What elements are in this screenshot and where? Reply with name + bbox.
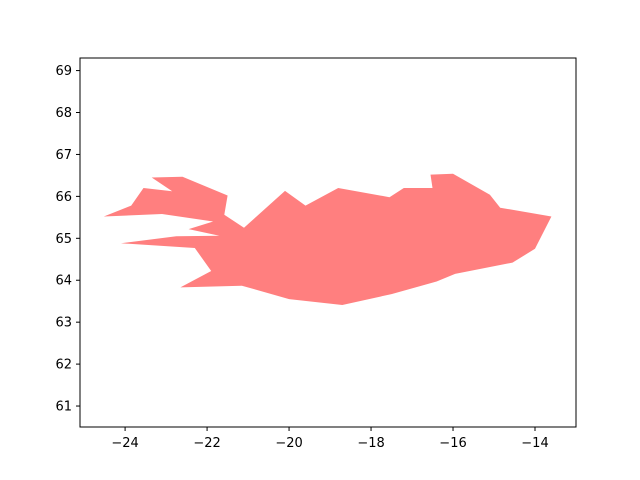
y-tick-label: 68 (55, 106, 72, 121)
y-tick-label: 65 (55, 232, 72, 247)
y-axis: 61 62 63 64 65 66 67 68 69 (55, 64, 80, 415)
x-axis: −24 −22 −20 −18 −16 −14 (111, 427, 549, 451)
y-tick-label: 61 (55, 400, 72, 415)
y-tick-label: 69 (55, 64, 72, 79)
y-tick-label: 66 (55, 190, 72, 205)
x-tick-label: −14 (521, 436, 548, 451)
x-tick-label: −18 (357, 436, 384, 451)
landmass-polygon (103, 173, 552, 305)
y-tick-label: 62 (55, 358, 72, 373)
x-tick-label: −20 (275, 436, 302, 451)
y-tick-label: 63 (55, 316, 72, 331)
plot-area (103, 173, 552, 305)
y-tick-label: 67 (55, 148, 72, 163)
y-tick-label: 64 (55, 274, 72, 289)
plot-frame (79, 57, 577, 428)
x-tick-label: −22 (193, 436, 220, 451)
x-tick-label: −24 (111, 436, 138, 451)
x-tick-label: −16 (439, 436, 466, 451)
